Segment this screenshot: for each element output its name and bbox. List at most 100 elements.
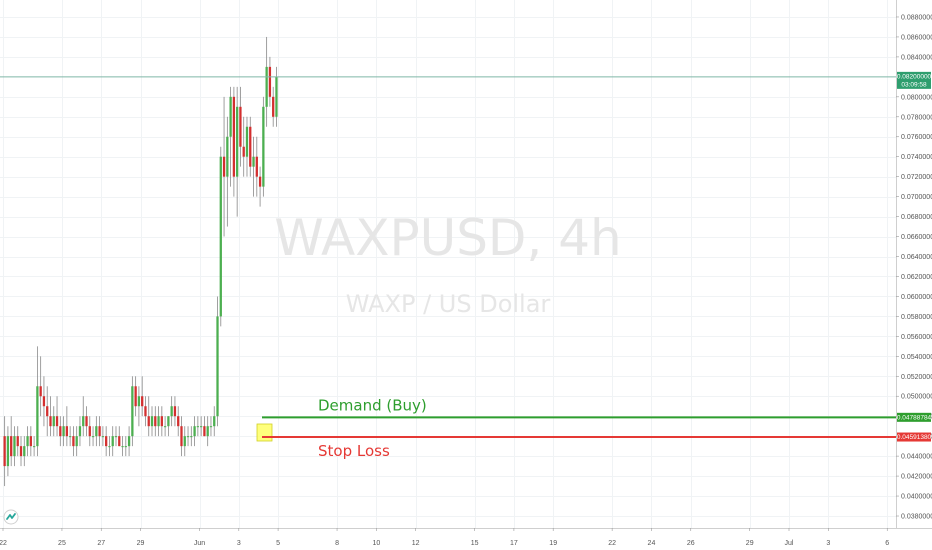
candle-body	[59, 426, 62, 437]
candle-body	[177, 416, 180, 427]
candle-body	[105, 436, 108, 447]
candle-body	[141, 396, 144, 407]
candle-body	[226, 136, 229, 177]
candle-body	[68, 436, 72, 438]
candle-body	[75, 436, 78, 447]
candle-body	[265, 66, 268, 107]
candle-body	[275, 76, 278, 117]
candle-body	[209, 426, 213, 428]
candle-body	[108, 446, 111, 448]
x-tick-label: Jun	[194, 540, 205, 547]
candle-body	[199, 426, 203, 428]
candle-body	[13, 436, 16, 457]
y-tick-label: 0.07000000	[901, 194, 932, 201]
last-price-value: 0.08200000	[897, 73, 932, 80]
candle-body	[114, 436, 118, 438]
x-tick-label: 3	[237, 540, 241, 547]
candle-body	[222, 156, 226, 177]
demand-price-tag: 0.04788784	[897, 412, 932, 422]
candle-body	[193, 426, 196, 437]
y-tick-label: 0.07400000	[901, 154, 932, 161]
candle-body	[268, 66, 272, 97]
x-tick-label: 25	[58, 540, 66, 547]
y-tick-label: 0.04200000	[901, 474, 932, 481]
watermark: WAXPUSD, 4h WAXP / US Dollar	[274, 209, 621, 318]
x-tick-label: 12	[412, 540, 420, 547]
candle-body	[229, 96, 232, 137]
y-tick-label: 0.08000000	[901, 94, 932, 101]
candle-body	[78, 426, 82, 437]
tradingview-logo-icon[interactable]	[3, 509, 19, 525]
candle-body	[65, 426, 69, 437]
candle-body	[154, 416, 157, 427]
y-tick-label: 0.05000000	[901, 394, 932, 401]
candle-body	[55, 416, 59, 427]
candle-body	[118, 436, 121, 447]
time-axis[interactable]: 22 25 27 29 Jun 3 5 8 10 12 15 17 19 22 24 26 29 Jul 3 6	[0, 528, 932, 550]
candle-body	[236, 106, 239, 177]
y-tick-label: 0.07200000	[901, 174, 932, 181]
x-tick-label: Jul	[785, 540, 794, 547]
candle-body	[196, 426, 200, 428]
x-tick-label: 29	[746, 540, 754, 547]
countdown-timer: 03:09:58	[901, 81, 927, 88]
y-tick-label: 0.07800000	[901, 114, 932, 121]
candle-body	[127, 436, 131, 447]
candle-body	[203, 426, 206, 437]
candle-body	[82, 416, 85, 427]
candle-body	[252, 156, 255, 167]
candle-body	[183, 436, 186, 447]
candle-body	[157, 416, 160, 427]
candle-body	[186, 436, 190, 438]
y-tick-label: 0.06000000	[901, 294, 932, 301]
x-tick-label: 8	[335, 540, 339, 547]
y-tick-label: 0.05600000	[901, 334, 932, 341]
candle-body	[160, 416, 163, 427]
candle-body	[239, 106, 242, 147]
candle-body	[36, 386, 39, 447]
candle-body	[131, 386, 134, 437]
stop-loss-label: Stop Loss	[318, 442, 390, 460]
y-tick-label: 0.03800000	[901, 514, 932, 521]
y-tick-label: 0.05400000	[901, 354, 932, 361]
candle-body	[258, 176, 262, 187]
candle-body	[32, 446, 36, 448]
x-tick-label: 29	[137, 540, 145, 547]
x-tick-label: 6	[885, 540, 889, 547]
candle-body	[121, 446, 124, 448]
y-tick-label: 0.07600000	[901, 134, 932, 141]
candle-body	[10, 436, 13, 457]
x-tick-label: 27	[97, 540, 105, 547]
y-tick-label: 0.08400000	[901, 54, 932, 61]
candle-body	[3, 436, 6, 467]
candle-body	[180, 426, 183, 447]
candle-body	[85, 416, 88, 427]
candle-body	[62, 426, 65, 437]
candle-body	[245, 126, 249, 157]
y-tick-label: 0.08600000	[901, 34, 932, 41]
candle-body	[23, 446, 26, 457]
candle-body	[6, 436, 10, 467]
candle-body	[49, 416, 52, 427]
candle-body	[249, 126, 252, 167]
candles-layer	[3, 36, 278, 487]
y-tick-label: 0.08800000	[901, 14, 932, 21]
candle-body	[95, 426, 98, 437]
candle-body	[42, 396, 46, 407]
candle-body	[19, 446, 23, 457]
candle-body	[272, 96, 275, 117]
y-tick-label: 0.04000000	[901, 494, 932, 501]
x-axis-ticks: 22 25 27 29 Jun 3 5 8 10 12 15 17 19 22 24 26 29 Jul 3 6	[0, 528, 889, 547]
x-tick-label: 3	[826, 540, 830, 547]
candle-body	[29, 436, 32, 447]
x-tick-label: 5	[276, 540, 280, 547]
candle-body	[101, 436, 105, 438]
candle-body	[26, 436, 29, 447]
demand-label: Demand (Buy)	[318, 396, 427, 414]
price-axis[interactable]: 0.03800000 0.04000000 0.04200000 0.04400000…	[896, 0, 932, 550]
candle-body	[163, 426, 167, 428]
x-tick-label: 22	[608, 540, 616, 547]
candle-body	[262, 106, 265, 187]
candle-body	[98, 426, 101, 437]
